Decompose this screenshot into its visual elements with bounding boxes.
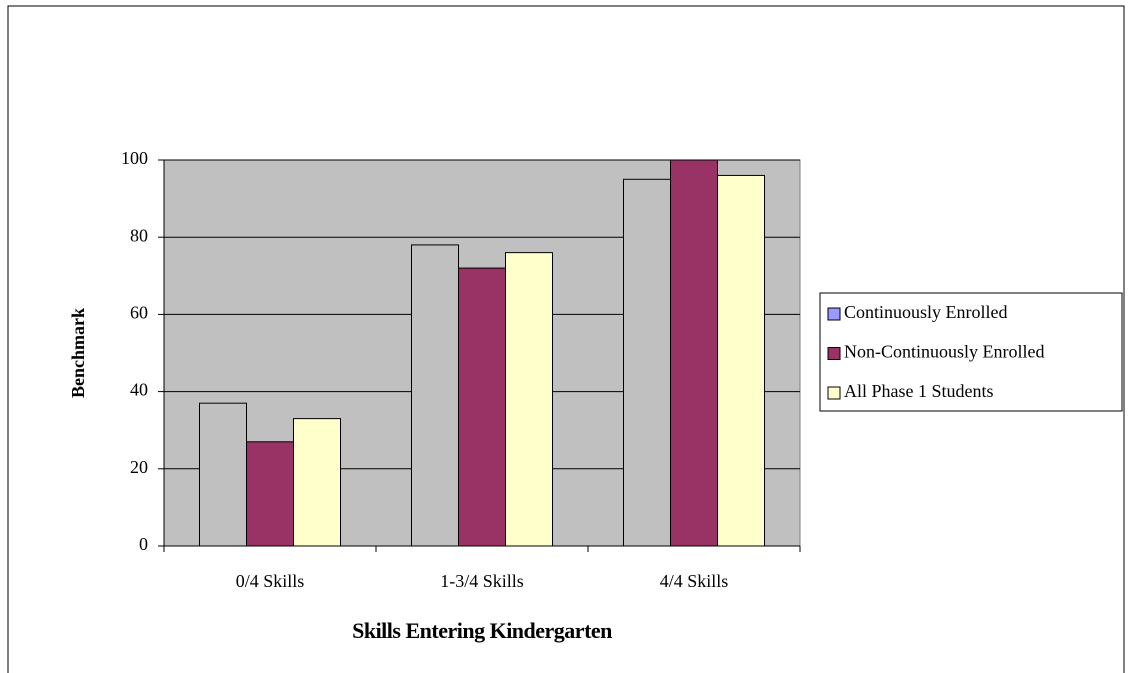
x-tick-label: 0/4 Skills (236, 571, 305, 591)
x-tick-label: 1-3/4 Skills (440, 571, 524, 591)
bar (623, 178, 671, 547)
x-axis-title: Skills Entering Kindergarten (352, 618, 612, 643)
legend-swatch (827, 347, 841, 360)
legend-label: Non-Continuously Enrolled (844, 342, 1045, 362)
y-tick-label: 20 (130, 457, 148, 477)
y-tick-label: 40 (130, 380, 148, 400)
bar (199, 402, 247, 547)
y-axis-title: Benchmark (68, 308, 88, 398)
legend-label: Continuously Enrolled (844, 302, 1008, 322)
legend (819, 292, 1123, 412)
bar (411, 244, 459, 547)
bar (505, 252, 553, 547)
y-tick-label: 80 (130, 225, 148, 245)
legend-label: All Phase 1 Students (844, 381, 994, 401)
bar (717, 174, 765, 547)
legend-swatch (827, 307, 841, 321)
legend-swatch (827, 386, 841, 400)
bar (246, 441, 294, 547)
bar (458, 267, 506, 547)
y-tick-label: 0 (139, 534, 148, 554)
bar (670, 159, 718, 547)
bar (293, 418, 341, 547)
y-tick-label: 100 (121, 148, 148, 168)
x-tick-label: 4/4 Skills (660, 571, 729, 591)
y-tick-label: 60 (130, 303, 148, 323)
frame (7, 5, 1125, 673)
